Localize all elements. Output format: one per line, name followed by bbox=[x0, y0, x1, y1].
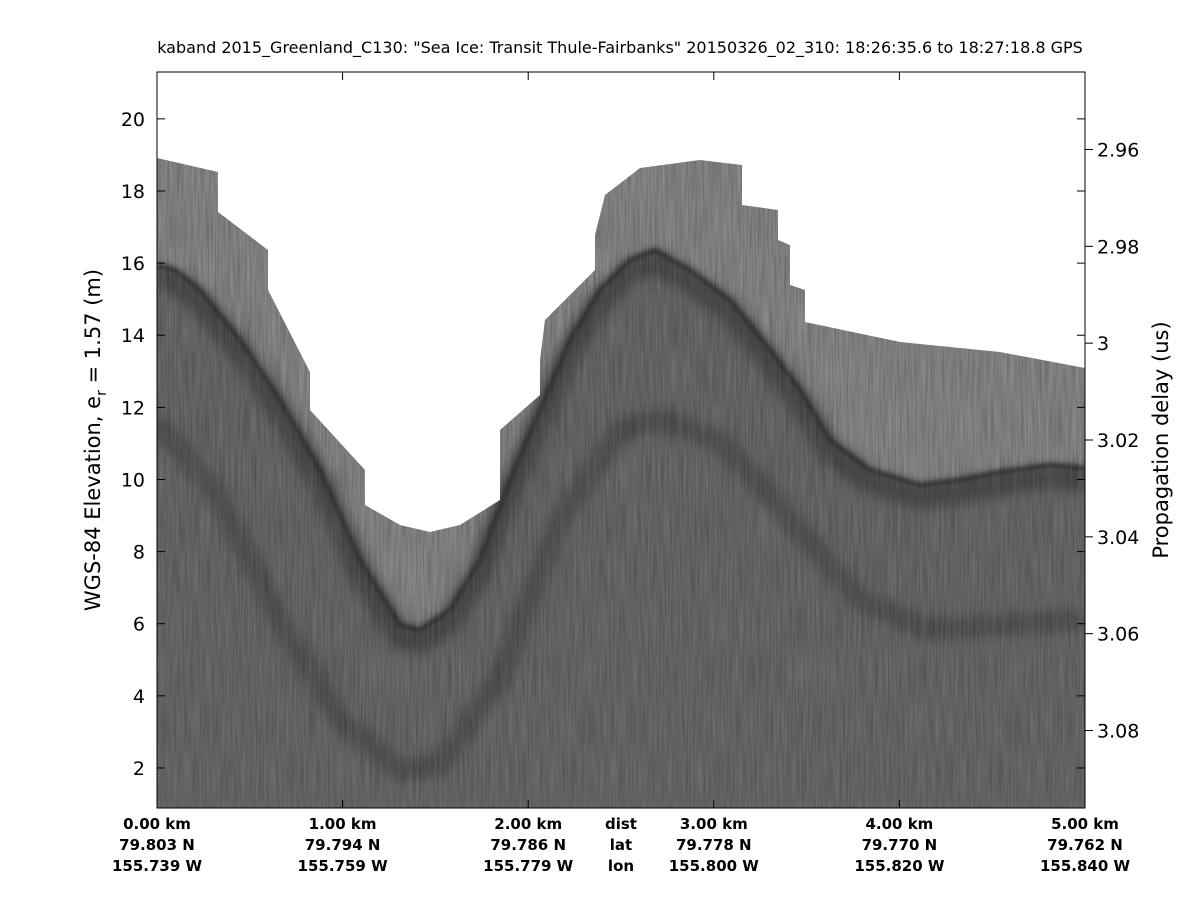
chart-title: kaband 2015_Greenland_C130: "Sea Ice: Tr… bbox=[157, 38, 1083, 58]
x-row-name: lat bbox=[610, 836, 632, 854]
y-tick-label: 6 bbox=[133, 614, 145, 636]
x-row-name: lon bbox=[608, 857, 634, 875]
x-lat-label: 79.786 N bbox=[490, 836, 566, 854]
y-tick-label: 2 bbox=[133, 758, 145, 780]
y-label-end: = 1.57 (m) bbox=[81, 269, 105, 390]
radar-image bbox=[157, 158, 1085, 808]
y2-tick-label: 2.96 bbox=[1097, 139, 1139, 161]
x-lon-label: 155.739 W bbox=[112, 857, 203, 875]
x-lat-label: 79.803 N bbox=[119, 836, 195, 854]
x-lon-label: 155.800 W bbox=[669, 857, 760, 875]
y-label-sub: r bbox=[94, 390, 110, 396]
y-tick-label: 4 bbox=[133, 686, 145, 708]
y-tick-label: 14 bbox=[121, 325, 145, 347]
x-lon-label: 155.820 W bbox=[854, 857, 945, 875]
y-tick-label: 18 bbox=[121, 181, 145, 203]
x-row-name: dist bbox=[605, 815, 637, 833]
x-lon-label: 155.840 W bbox=[1040, 857, 1131, 875]
x-tick-label: 5.00 km bbox=[1051, 815, 1119, 833]
y-tick-label: 20 bbox=[121, 109, 145, 131]
y-tick-label: 8 bbox=[133, 542, 145, 564]
y2-tick-label: 3.04 bbox=[1097, 527, 1139, 549]
y2-tick-label: 3.08 bbox=[1097, 721, 1139, 743]
x-lat-label: 79.762 N bbox=[1047, 836, 1123, 854]
y-label-main: WGS-84 Elevation, e bbox=[81, 396, 105, 611]
x-tick-label: 3.00 km bbox=[680, 815, 748, 833]
speckle bbox=[157, 158, 1085, 808]
y2-tick-label: 3.02 bbox=[1097, 430, 1139, 452]
x-lon-label: 155.759 W bbox=[298, 857, 389, 875]
x-tick-label: 1.00 km bbox=[309, 815, 377, 833]
y2-tick-label: 3 bbox=[1097, 333, 1109, 355]
x-tick-label: 2.00 km bbox=[494, 815, 562, 833]
y-tick-label: 12 bbox=[121, 397, 145, 419]
x-tick-label: 4.00 km bbox=[865, 815, 933, 833]
x-lon-label: 155.779 W bbox=[483, 857, 574, 875]
y2-axis-label: Propagation delay (us) bbox=[1149, 321, 1173, 558]
y2-tick-label: 2.98 bbox=[1097, 236, 1139, 258]
y-axis-label: WGS-84 Elevation, er = 1.57 (m) bbox=[81, 269, 110, 611]
x-tick-label: 0.00 km bbox=[123, 815, 191, 833]
y2-tick-label: 3.06 bbox=[1097, 624, 1139, 646]
x-lat-label: 79.778 N bbox=[676, 836, 752, 854]
x-lat-label: 79.794 N bbox=[305, 836, 381, 854]
x-lat-label: 79.770 N bbox=[862, 836, 938, 854]
y-tick-label: 16 bbox=[121, 253, 145, 275]
y-tick-label: 10 bbox=[121, 469, 145, 491]
